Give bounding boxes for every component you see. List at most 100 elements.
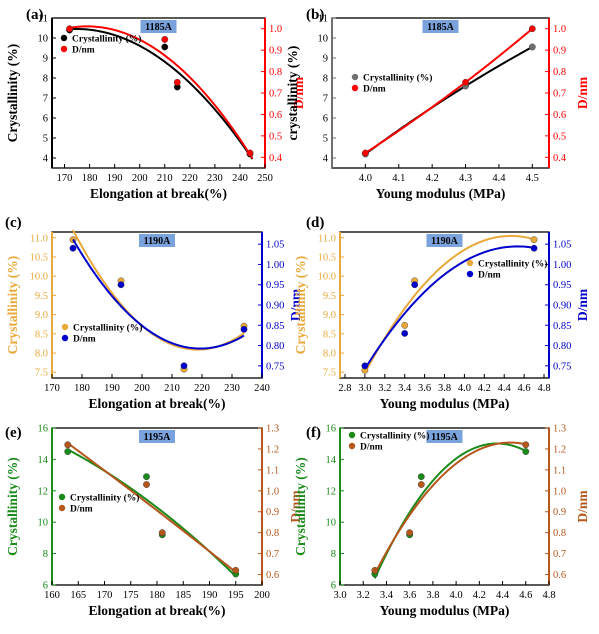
y-tick-label: 10.0 <box>318 272 336 283</box>
chart-panel-4: (e) 160 165 170 175 180 185 190 195 200 6 8 10 12 14 16… <box>5 424 303 619</box>
y2-tick-label: 0.4 <box>553 153 567 164</box>
data-point-series-1 <box>417 481 425 488</box>
x-tick-label: 210 <box>164 383 180 394</box>
data-point-series-0 <box>528 43 536 51</box>
y2-tick-label: 0.80 <box>553 341 571 352</box>
y2-tick-label: 1.2 <box>266 444 279 455</box>
legend-entry: D/nm <box>360 443 383 453</box>
legend-entry: Crystallinity (%) <box>363 73 432 84</box>
sample-badge <box>139 430 175 443</box>
data-point-series-1 <box>528 25 536 33</box>
y2-axis-title: D/nm <box>575 288 590 321</box>
x-tick-label: 220 <box>182 173 198 184</box>
y-tick-label: 11.0 <box>30 233 48 244</box>
panel-label: (d) <box>306 215 324 231</box>
y2-tick-label: 0.5 <box>553 131 566 142</box>
y-tick-label: 8 <box>331 549 336 560</box>
data-point-series-0 <box>143 473 150 481</box>
y-axis-title: crystallinity (%) <box>285 46 300 141</box>
y2-axis-title: D/nm <box>288 490 303 523</box>
y-tick-label: 7 <box>323 94 328 105</box>
data-point-series-1 <box>69 244 77 252</box>
y-tick-label: 11 <box>318 14 328 25</box>
chart-panel-3: (d) 2.8 3.0 3.2 3.4 3.6 3.8 4.0 4.2 4.4 4.6 4.8 7.5 8… <box>293 215 590 411</box>
x-tick-label: 4.5 <box>526 173 539 184</box>
x-tick-label: 3.2 <box>378 383 391 394</box>
x-tick-label: 3.8 <box>438 383 451 394</box>
legend-entry: D/nm <box>363 85 386 95</box>
legend-marker <box>348 431 356 439</box>
y-tick-label: 5 <box>43 134 48 145</box>
x-tick-label: 190 <box>202 590 218 601</box>
x-tick-label: 4.8 <box>537 383 550 394</box>
y2-tick-label: 0.5 <box>269 131 282 142</box>
sample-badge-label: 1195A <box>431 432 458 443</box>
data-point-series-1 <box>117 281 125 289</box>
y2-tick-label: 0.9 <box>269 46 282 57</box>
data-point-series-0 <box>530 236 538 244</box>
fit-curve-series-0 <box>373 442 527 579</box>
data-point-series-1 <box>406 529 414 537</box>
y2-tick-label: 0.90 <box>553 301 571 312</box>
x-tick-label: 3.6 <box>403 590 416 601</box>
x-tick-label: 240 <box>232 173 248 184</box>
sample-badge <box>139 234 175 247</box>
legend-entry: Crystallinity (%) <box>478 259 547 270</box>
legend-marker <box>351 84 359 92</box>
x-tick-label: 2.8 <box>338 383 351 394</box>
legend-entry: Crystallinity (%) <box>360 431 429 442</box>
legend-entry: Crystallinity (%) <box>72 34 141 45</box>
x-tick-label: 165 <box>70 590 86 601</box>
y2-tick-label: 1.3 <box>553 424 566 435</box>
y-tick-label: 8 <box>43 74 48 85</box>
y-tick-label: 8 <box>323 74 328 85</box>
x-tick-label: 220 <box>194 383 210 394</box>
panel-label: (b) <box>306 7 324 23</box>
y2-tick-label: 0.9 <box>553 507 566 518</box>
fit-curve-series-0 <box>363 234 535 374</box>
legend-entry: Crystallinity (%) <box>73 323 142 334</box>
panel-label: (a) <box>26 7 44 23</box>
y2-tick-label: 0.9 <box>266 507 279 518</box>
y2-tick-label: 1.1 <box>266 465 279 476</box>
fit-curve-series-0 <box>67 448 237 578</box>
y-axis-title: Crystallinity (%) <box>293 256 308 355</box>
y-tick-label: 7 <box>43 94 48 105</box>
y2-tick-label: 1.0 <box>553 24 566 35</box>
x-tick-label: 170 <box>97 590 113 601</box>
sample-badge-label: 1195A <box>144 432 171 443</box>
x-tick-label: 180 <box>149 590 165 601</box>
y-tick-label: 8.5 <box>323 329 336 340</box>
y-tick-label: 12 <box>326 486 337 497</box>
x-axis-title: Young modulus (MPa) <box>380 603 510 618</box>
legend-marker <box>58 504 66 512</box>
y2-tick-label: 0.75 <box>553 361 571 372</box>
y2-tick-label: 0.8 <box>266 528 279 539</box>
sample-badge-label: 1190A <box>431 236 458 247</box>
x-tick-label: 3.0 <box>358 383 371 394</box>
y-tick-label: 9.5 <box>323 291 336 302</box>
data-point-series-1 <box>246 149 254 157</box>
y-tick-label: 6 <box>43 581 48 592</box>
data-point-series-1 <box>161 36 169 43</box>
x-tick-label: 250 <box>257 173 273 184</box>
data-point-series-1 <box>371 566 379 574</box>
x-tick-label: 4.4 <box>492 173 506 184</box>
data-point-series-0 <box>417 473 425 481</box>
x-tick-label: 200 <box>132 173 148 184</box>
x-tick-label: 3.8 <box>426 590 439 601</box>
data-point-series-1 <box>361 149 369 157</box>
x-axis-title: Elongation at break(%) <box>88 603 225 618</box>
legend-entry: D/nm <box>478 271 501 281</box>
y-tick-label: 4 <box>43 154 49 165</box>
x-tick-label: 180 <box>74 383 90 394</box>
data-point-series-1 <box>143 481 150 488</box>
y-tick-label: 11 <box>38 14 48 25</box>
x-tick-label: 230 <box>207 173 223 184</box>
data-point-series-1 <box>462 78 469 86</box>
x-tick-label: 175 <box>123 590 139 601</box>
y-axis-title: Crystallinity (%) <box>5 44 20 143</box>
sample-badge-label: 1190A <box>144 236 171 247</box>
x-tick-label: 4.6 <box>519 590 532 601</box>
